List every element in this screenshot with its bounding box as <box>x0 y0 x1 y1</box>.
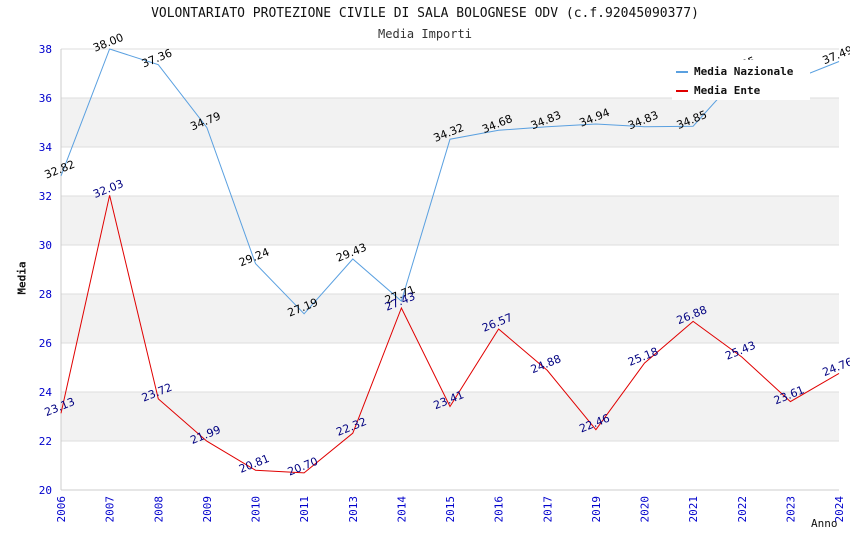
y-tick-label: 28 <box>39 288 52 301</box>
y-tick-label: 34 <box>39 141 53 154</box>
x-tick-label: 2013 <box>347 496 360 523</box>
x-tick-label: 2021 <box>687 496 700 523</box>
legend-label-nazionale: Media Nazionale <box>694 65 794 78</box>
data-label: 20.81 <box>237 452 271 476</box>
data-label: 24.88 <box>529 352 563 376</box>
y-tick-labels: 20 22 24 26 28 30 32 34 36 38 <box>39 43 53 497</box>
x-tick-label: 2007 <box>104 496 117 523</box>
chart-subtitle: Media Importi <box>378 27 472 41</box>
series-line-media-ente <box>60 195 840 474</box>
chart-title: VOLONTARIATO PROTEZIONE CIVILE DI SALA B… <box>151 6 699 21</box>
x-axis-label: Anno <box>811 517 838 530</box>
x-tick-label: 2009 <box>201 496 214 523</box>
data-label: 37.36 <box>140 47 174 71</box>
x-tick-label: 2023 <box>784 496 797 523</box>
x-tick-label: 2014 <box>395 496 408 523</box>
data-label: 32.82 <box>43 158 77 182</box>
x-tick-label: 2006 <box>55 496 68 523</box>
y-tick-label: 24 <box>39 386 53 399</box>
grid-band <box>61 392 839 441</box>
grid-band <box>61 294 839 343</box>
x-tick-label: 2019 <box>590 496 603 523</box>
series-line-media-nazionale <box>60 48 840 315</box>
background-bands <box>61 98 839 441</box>
x-tick-label: 2020 <box>639 496 652 523</box>
x-tick-label: 2011 <box>298 496 311 523</box>
legend-item-nazionale: Media Nazionale <box>676 65 793 78</box>
x-tick-labels: 2006 2007 2008 2009 2010 2011 2013 2014 2015 2016… <box>55 496 846 523</box>
y-axis-label: Media <box>15 261 29 295</box>
x-tick-label: 2008 <box>152 496 165 523</box>
axes <box>60 49 839 491</box>
x-tick-label: 2024 <box>833 496 846 523</box>
legend-swatch-ente <box>676 90 688 92</box>
x-tick-label: 2015 <box>444 496 457 523</box>
y-tick-label: 26 <box>39 337 52 350</box>
legend-label-ente: Media Ente <box>694 84 761 97</box>
grid-band <box>61 196 839 245</box>
legend-swatch-nazionale <box>676 71 688 73</box>
y-tick-label: 30 <box>39 239 52 252</box>
legend-item-ente: Media Ente <box>676 84 760 97</box>
series-lines <box>60 48 840 474</box>
x-tick-label: 2022 <box>736 496 749 523</box>
x-tick-label: 2010 <box>250 496 263 523</box>
data-label: 29.24 <box>237 245 271 269</box>
x-tick-label: 2017 <box>541 496 554 523</box>
x-tick-label: 2016 <box>493 496 506 523</box>
y-tick-label: 22 <box>39 435 52 448</box>
y-tick-label: 32 <box>39 190 52 203</box>
data-label: 20.70 <box>286 455 320 479</box>
y-tick-label: 38 <box>39 43 52 56</box>
y-tick-label: 36 <box>39 92 52 105</box>
y-tick-label: 20 <box>39 484 52 497</box>
data-label: 37.49 <box>821 43 850 67</box>
legend: Media Nazionale Media Ente <box>672 60 810 100</box>
